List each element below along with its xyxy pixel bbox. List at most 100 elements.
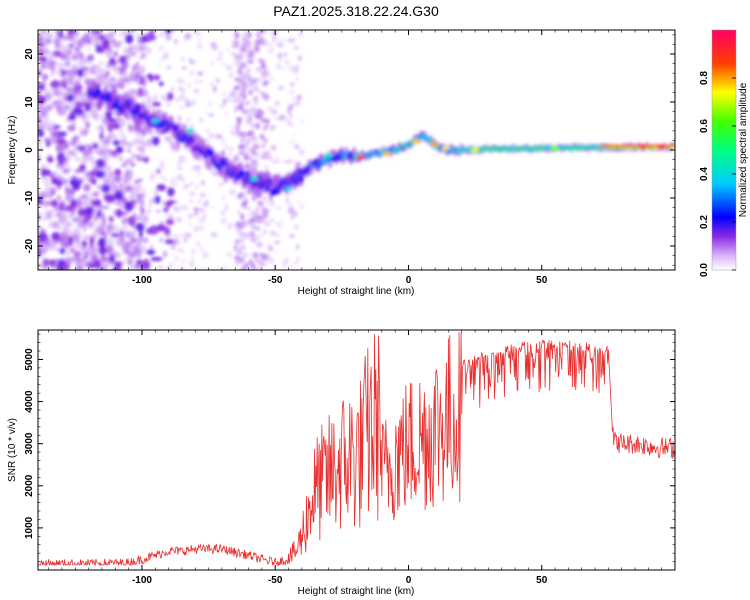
heatmap-noise-blob xyxy=(77,68,84,78)
heatmap-noise-blob xyxy=(121,217,129,226)
heatmap-noise-blob xyxy=(186,101,194,107)
heatmap-noise-blob xyxy=(160,32,165,36)
heatmap-noise-blob xyxy=(219,105,226,108)
heatmap-noise-blob xyxy=(284,258,289,262)
heatmap-noise-blob xyxy=(298,31,302,37)
heatmap-noise-blob xyxy=(51,79,60,89)
heatmap-noise-blob xyxy=(292,210,297,215)
heatmap-noise-blob xyxy=(299,148,305,156)
heatmap-noise-blob xyxy=(129,72,134,79)
heatmap-noise-blob xyxy=(249,217,253,224)
heatmap-noise-blob xyxy=(228,151,233,158)
heatmap-noise-blob xyxy=(265,124,269,128)
heatmap-noise-blob xyxy=(95,158,106,169)
heatmap-noise-blob xyxy=(234,106,237,113)
heatmap-noise-blob xyxy=(127,195,135,200)
heatmap-noise-blob xyxy=(281,37,284,41)
heatmap-noise-blob xyxy=(230,126,234,130)
heatmap-noise-blob xyxy=(146,94,151,100)
heatmap-noise-blob xyxy=(125,255,132,262)
heatmap-noise-blob xyxy=(93,259,102,269)
heatmap-noise-blob xyxy=(122,133,127,141)
heatmap-noise-blob xyxy=(136,146,145,152)
heatmap-noise-blob xyxy=(270,230,275,236)
heatmap-noise-blob xyxy=(247,53,251,59)
heatmap-noise-blob xyxy=(148,45,151,52)
x-tick-label: 50 xyxy=(536,575,548,586)
heatmap-noise-blob xyxy=(159,237,164,243)
colorbar: 0.0 0.2 0.4 0.6 0.8 Normalized spectral ampl… xyxy=(699,29,749,277)
heatmap-noise-blob xyxy=(141,141,147,148)
heatmap-noise-blob xyxy=(38,247,43,258)
heatmap-noise-blob xyxy=(119,33,124,38)
heatmap-noise-blob xyxy=(70,124,76,132)
heatmap-noise-blob xyxy=(257,201,264,206)
heatmap-noise-blob xyxy=(143,215,149,222)
heatmap-noise-blob xyxy=(128,252,136,258)
heatmap-noise-blob xyxy=(228,224,231,230)
heatmap-noise-blob xyxy=(157,265,164,269)
heatmap-noise-blob xyxy=(105,111,112,120)
heatmap-noise-blob xyxy=(99,133,104,140)
heatmap-noise-blob xyxy=(216,56,223,61)
heatmap-noise-blob xyxy=(127,215,136,226)
heatmap-noise-blob xyxy=(40,30,44,37)
heatmap-hotspot xyxy=(431,142,440,147)
heatmap-noise-blob xyxy=(46,31,53,41)
heatmap-noise-blob xyxy=(130,230,136,238)
heatmap-noise-blob xyxy=(194,59,197,66)
heatmap-noise-blob xyxy=(62,218,70,227)
heatmap-noise-blob xyxy=(177,248,181,252)
heatmap-noise-blob xyxy=(248,83,254,88)
y-tick-label: 4000 xyxy=(24,390,35,413)
heatmap-noise-blob xyxy=(242,81,248,87)
heatmap-noise-blob xyxy=(293,101,301,106)
heatmap-noise-blob xyxy=(257,237,260,240)
heatmap-noise-blob xyxy=(137,186,142,193)
heatmap-noise-blob xyxy=(240,191,245,199)
heatmap-noise-blob xyxy=(248,48,253,56)
heatmap-noise-blob xyxy=(289,82,295,86)
heatmap-noise-blob xyxy=(99,113,104,118)
heatmap-noise-blob xyxy=(164,226,171,236)
heatmap-noise-blob xyxy=(208,113,214,117)
heatmap-noise-blob xyxy=(267,107,273,110)
heatmap-noise-blob xyxy=(170,86,175,93)
heatmap-noise-blob xyxy=(262,196,268,202)
heatmap-noise-blob xyxy=(291,215,294,220)
heatmap-noise-blob xyxy=(70,198,78,208)
heatmap-noise-blob xyxy=(242,77,248,81)
heatmap-noise-blob xyxy=(148,203,152,207)
colorbar-ticks: 0.0 0.2 0.4 0.6 0.8 xyxy=(699,71,736,277)
heatmap-noise-blob xyxy=(101,183,111,193)
heatmap-noise-blob xyxy=(262,126,267,132)
heatmap-noise-blob xyxy=(258,78,262,83)
heatmap-noise-blob xyxy=(199,80,203,84)
colorbar-tick-label: 0.8 xyxy=(699,71,710,85)
heatmap-noise-blob xyxy=(69,247,75,253)
heatmap-noise-blob xyxy=(226,64,232,69)
heatmap-noise-blob xyxy=(255,266,262,270)
heatmap-noise-blob xyxy=(113,51,118,58)
heatmap-noise-blob xyxy=(128,88,137,96)
heatmap-noise-blob xyxy=(113,190,124,201)
heatmap-noise-blob xyxy=(251,110,257,115)
heatmap-noise-blob xyxy=(119,133,125,138)
heatmap-noise-blob xyxy=(114,168,122,176)
heatmap-noise-blob xyxy=(298,55,302,62)
heatmap-noise-blob xyxy=(86,191,92,201)
heatmap-noise-blob xyxy=(234,32,240,39)
heatmap-noise-blob xyxy=(204,128,212,133)
heatmap-noise-blob xyxy=(57,133,62,139)
heatmap-noise-blob xyxy=(58,157,68,163)
heatmap-noise-blob xyxy=(81,233,88,243)
heatmap-noise-blob xyxy=(197,44,203,49)
snr-series-line xyxy=(38,332,675,567)
heatmap-noise-blob xyxy=(179,259,187,263)
heatmap-noise-blob xyxy=(139,205,144,211)
heatmap-noise-blob xyxy=(259,217,264,223)
heatmap-hotspot xyxy=(383,151,392,157)
heatmap-noise-blob xyxy=(240,213,245,220)
heatmap-noise-blob xyxy=(45,48,49,55)
heatmap-noise-blob xyxy=(174,256,179,261)
